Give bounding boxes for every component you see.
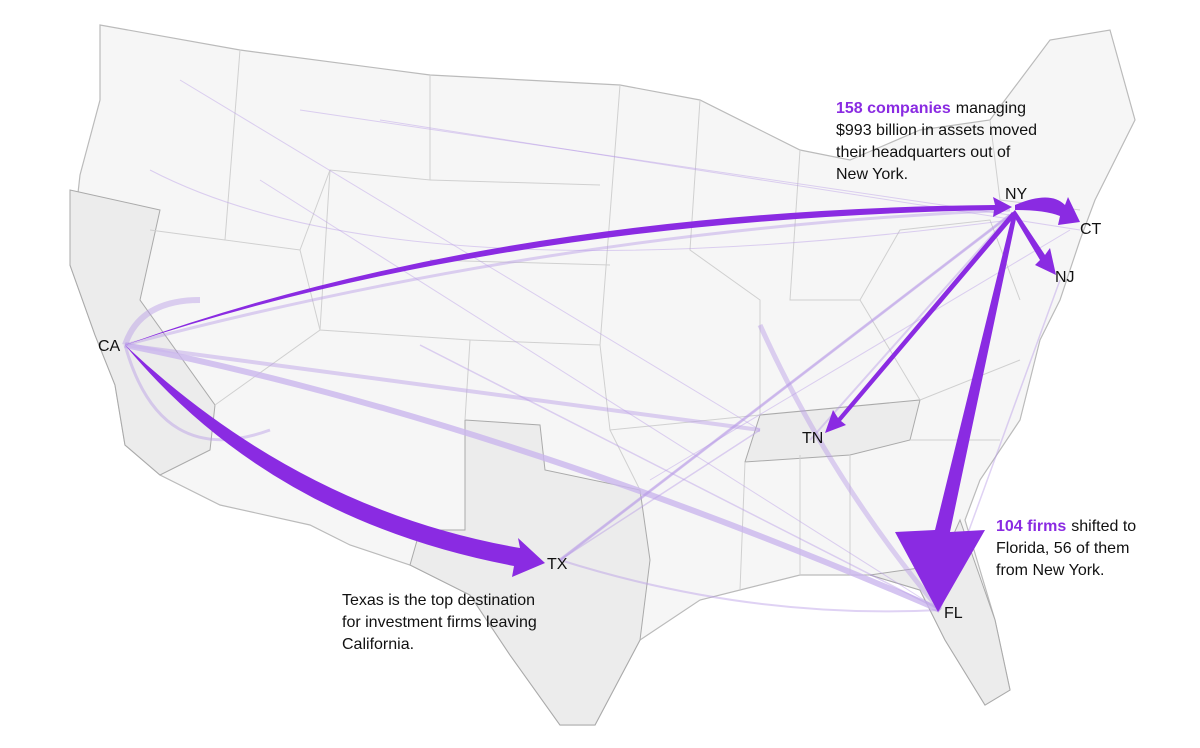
state-label: NJ (1055, 269, 1075, 286)
annotation-line: New York. (836, 166, 908, 183)
annotation-text: managing (956, 100, 1026, 117)
state-labels: NY CT NJ CA TN TX FL (98, 186, 1102, 622)
annotation-line: 104 firms shifted to (996, 518, 1136, 535)
annotation-line: Texas is the top destination (342, 592, 535, 609)
annotation-line: Florida, 56 of them (996, 540, 1129, 557)
state-label: CT (1080, 221, 1102, 238)
state-label: NY (1005, 186, 1028, 203)
flow-lines (122, 79, 1081, 613)
annotation-line: their headquarters out of (836, 144, 1011, 161)
annotation-line: $993 billion in assets moved (836, 122, 1037, 139)
annotation-text: shifted to (1071, 518, 1136, 535)
state-label: FL (944, 605, 963, 622)
state-label: CA (98, 338, 121, 355)
annotations: 158 companies managing $993 billion in ass… (342, 100, 1136, 653)
annotation-line: California. (342, 636, 414, 653)
annotation-highlight: 158 companies (836, 100, 951, 117)
us-map (69, 24, 1136, 726)
flow-arrows (125, 197, 1080, 612)
annotation-highlight: 104 firms (996, 518, 1066, 535)
annotation-line: from New York. (996, 562, 1104, 579)
state-label: TX (547, 556, 568, 573)
state-label: TN (802, 430, 823, 447)
annotation-line: 158 companies managing (836, 100, 1026, 117)
annotation-line: for investment firms leaving (342, 614, 537, 631)
